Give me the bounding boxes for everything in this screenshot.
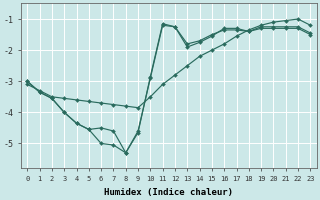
X-axis label: Humidex (Indice chaleur): Humidex (Indice chaleur) bbox=[104, 188, 233, 197]
